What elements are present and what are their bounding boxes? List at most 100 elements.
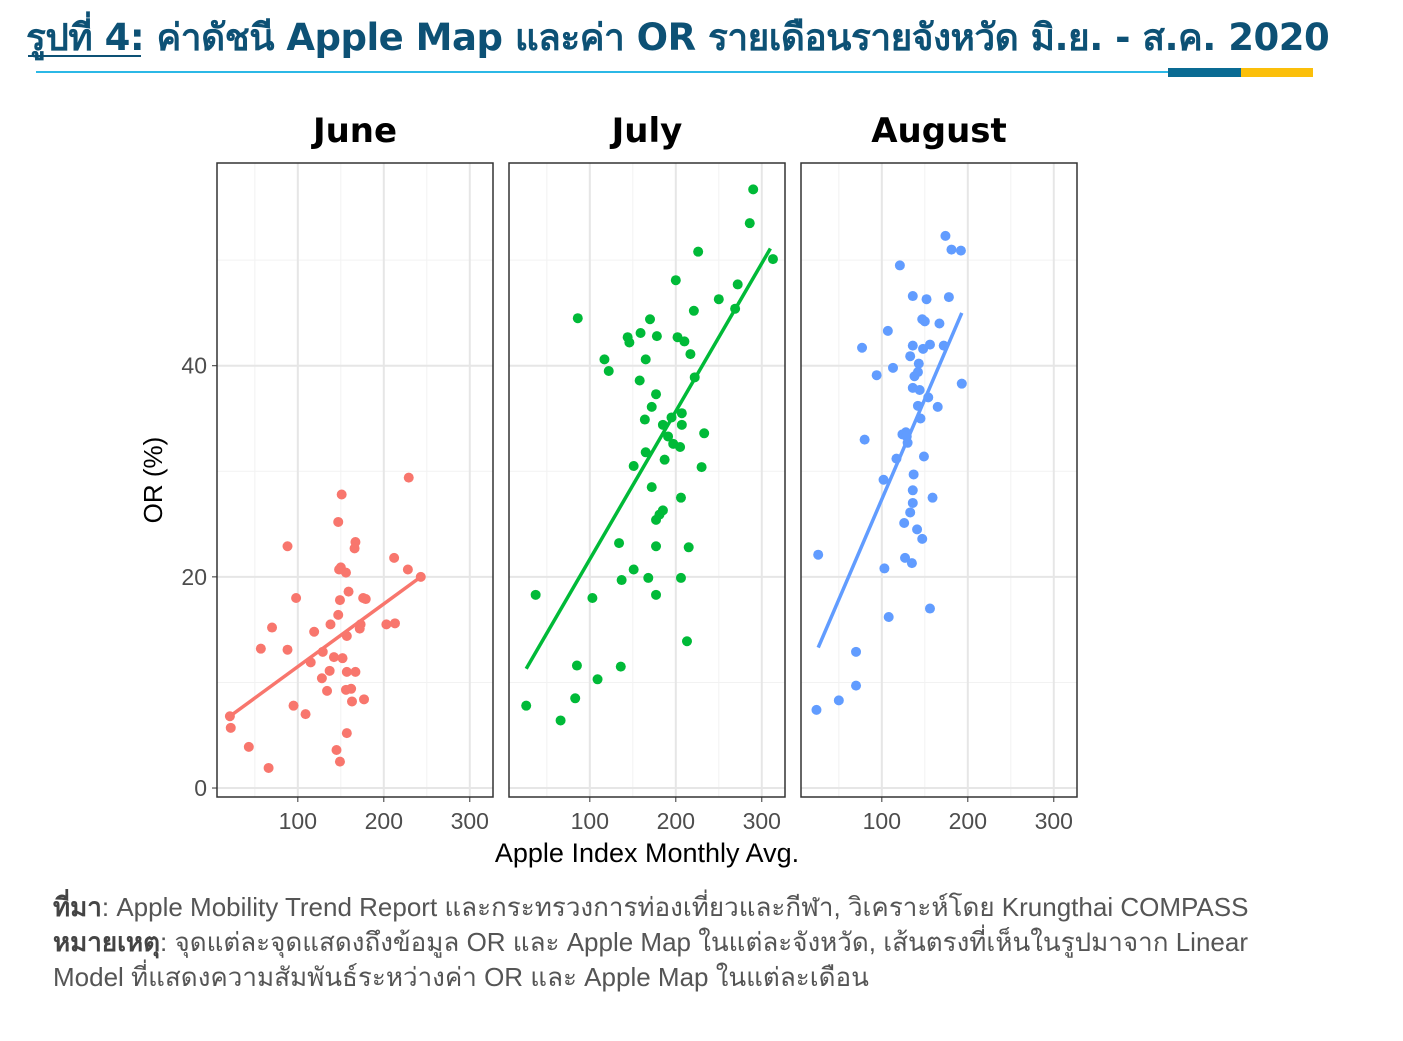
data-point — [675, 492, 686, 503]
data-point — [908, 469, 919, 480]
data-point — [907, 291, 918, 302]
data-point — [851, 646, 862, 657]
data-point — [333, 516, 344, 527]
data-point — [530, 589, 541, 600]
data-point — [679, 336, 690, 347]
data-point — [675, 442, 686, 453]
fit-line — [524, 247, 772, 670]
data-point — [389, 618, 400, 629]
data-point — [883, 611, 894, 622]
data-point — [940, 230, 951, 241]
data-point — [900, 552, 911, 563]
data-point — [811, 704, 822, 715]
x-tick-label: 200 — [365, 808, 403, 834]
data-point — [646, 401, 657, 412]
data-point — [899, 518, 910, 529]
panel-border — [508, 162, 786, 798]
data-point — [341, 728, 352, 739]
data-point — [888, 362, 898, 373]
facet-label: July — [610, 111, 683, 151]
data-point — [670, 275, 681, 286]
accent-block-blue — [1168, 68, 1241, 77]
data-point — [956, 378, 967, 389]
x-tick-label: 100 — [279, 808, 317, 834]
data-point — [263, 762, 274, 773]
data-point — [685, 349, 696, 360]
accent-block-yellow — [1241, 68, 1313, 77]
data-point — [267, 622, 278, 633]
data-point — [341, 666, 352, 677]
data-point — [699, 428, 710, 439]
data-point — [663, 431, 674, 442]
panel-august: 100 200 300 August — [800, 111, 1078, 834]
data-point — [912, 367, 923, 378]
facet-label: June — [311, 111, 397, 151]
facet-label: August — [871, 111, 1007, 151]
data-point — [243, 741, 254, 752]
panel-june: 100 200 300 0 20 40 June — [181, 111, 494, 834]
data-point — [402, 564, 413, 575]
x-axis-label: Apple Index Monthly Avg. — [495, 838, 799, 868]
data-point — [833, 695, 844, 706]
x-tick-label: 200 — [949, 808, 987, 834]
data-point — [255, 643, 266, 654]
title-underline — [28, 55, 141, 57]
data-point — [675, 572, 686, 583]
x-tick-label: 300 — [743, 808, 781, 834]
data-point — [882, 325, 893, 336]
data-point — [624, 337, 635, 348]
data-point — [572, 313, 583, 324]
data-point — [907, 340, 918, 351]
data-point — [676, 419, 687, 430]
data-point — [871, 370, 882, 381]
data-point — [879, 563, 890, 574]
data-point — [676, 408, 687, 419]
data-point — [324, 665, 335, 676]
data-point — [955, 245, 966, 256]
data-point — [346, 683, 357, 694]
data-point — [744, 218, 755, 229]
data-point — [333, 609, 344, 620]
data-point — [521, 700, 532, 711]
y-axis-label: OR (%) — [138, 437, 168, 524]
data-point — [325, 619, 336, 630]
data-point — [924, 339, 935, 350]
fit-line — [228, 575, 422, 718]
data-point — [337, 653, 348, 664]
data-point — [343, 586, 354, 597]
data-point — [316, 673, 327, 684]
data-point — [346, 696, 357, 707]
y-tick-label: 40 — [181, 353, 207, 379]
data-point — [683, 542, 694, 553]
data-point — [628, 564, 639, 575]
data-point — [919, 316, 930, 327]
data-point — [914, 384, 925, 395]
footnotes: ที่มา: Apple Mobility Trend Report และกร… — [53, 890, 1293, 995]
data-point — [924, 603, 935, 614]
data-point — [349, 543, 360, 554]
data-point — [282, 541, 293, 552]
data-point — [360, 594, 371, 605]
data-point — [943, 292, 954, 303]
data-point — [859, 434, 870, 445]
data-point — [912, 524, 923, 535]
data-point — [932, 401, 943, 412]
data-point — [635, 327, 646, 338]
data-point — [646, 482, 657, 493]
data-point — [403, 472, 414, 483]
data-point — [570, 693, 581, 704]
note-label: หมายเหตุ — [53, 927, 161, 957]
data-point — [350, 666, 361, 677]
data-point — [851, 680, 862, 691]
x-tick-label: 100 — [863, 808, 901, 834]
data-point — [334, 595, 345, 606]
data-point — [767, 254, 778, 265]
data-point — [651, 541, 662, 552]
data-point — [713, 294, 724, 305]
data-point — [696, 462, 707, 473]
data-point — [587, 592, 598, 603]
data-point — [592, 674, 603, 685]
remark-note: หมายเหตุ: จุดแต่ละจุดแสดงถึงข้อมูล OR แล… — [53, 925, 1293, 995]
data-point — [645, 314, 656, 325]
